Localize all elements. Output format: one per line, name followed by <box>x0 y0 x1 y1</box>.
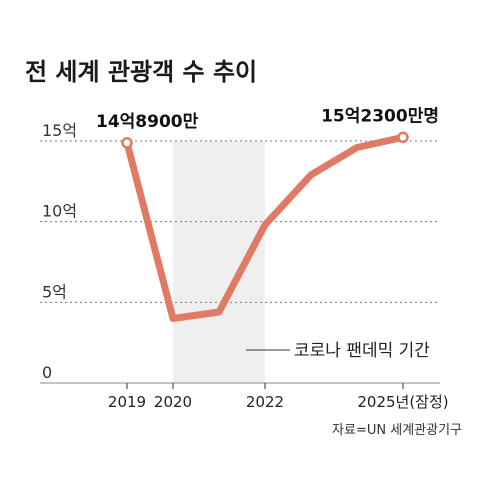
endpoint-marker <box>397 131 409 144</box>
point-label: 14억8900만 <box>96 112 199 132</box>
point-label: 15억2300만명 <box>321 106 439 126</box>
grid-lines <box>40 140 440 303</box>
y-tick-label: 15억 <box>42 121 77 140</box>
x-tick-label: 2020 <box>154 393 192 411</box>
y-tick-label: 0 <box>42 363 52 382</box>
source-note: 자료=UN 세계관광기구 <box>332 423 462 438</box>
y-tick-label: 10억 <box>42 202 77 221</box>
chart-title: 전 세계 관광객 수 추이 <box>25 58 257 86</box>
y-tick-label: 5억 <box>42 282 67 301</box>
pandemic-label: 코로나 팬데믹 기간 <box>294 341 430 361</box>
endpoint-markers <box>121 131 409 149</box>
x-tick-label: 2019 <box>108 393 146 411</box>
pandemic-shaded-region <box>173 141 265 383</box>
x-tick-label: 2025년(잠정) <box>357 393 448 411</box>
x-axis <box>40 382 440 389</box>
x-tick-label: 2022 <box>246 393 284 411</box>
y-tick-labels: 15억 10억 5억 0 <box>42 121 77 382</box>
pandemic-annotation: 코로나 팬데믹 기간 <box>246 341 430 361</box>
endpoint-marker <box>121 137 133 149</box>
data-labels: 14억8900만 15억2300만명 <box>96 106 439 131</box>
series-line <box>123 133 407 322</box>
x-tick-labels: 2019 2020 2022 2025년(잠정) <box>108 393 449 411</box>
